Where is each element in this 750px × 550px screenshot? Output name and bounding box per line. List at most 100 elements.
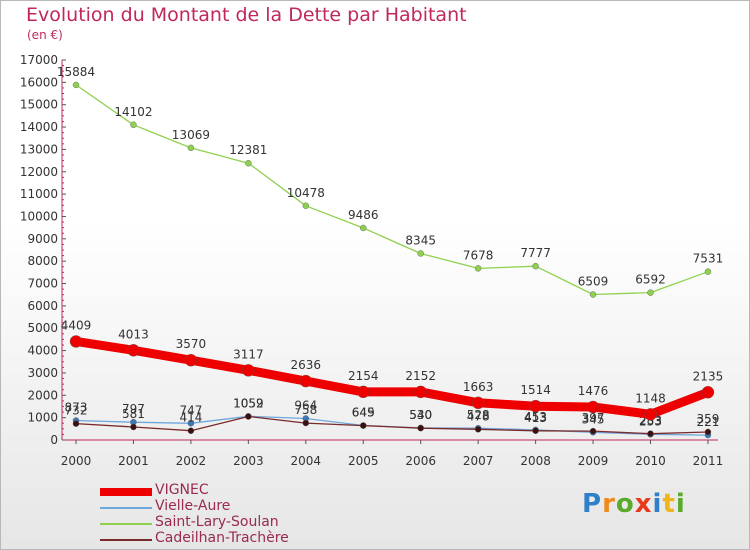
- chart-subtitle: (en €): [27, 28, 63, 42]
- data-point-cadeilhan-trach-re: [72, 420, 80, 427]
- data-point-saint-lary-soulan: [72, 81, 80, 89]
- y-tick-label: 3000: [27, 366, 58, 380]
- data-label-vielle-aure: 528: [467, 408, 490, 422]
- data-point-cadeilhan-trach-re: [704, 428, 712, 436]
- data-point-saint-lary-soulan: [417, 250, 424, 257]
- y-tick-label: 8000: [27, 254, 58, 268]
- x-tick-label: 2009: [578, 454, 609, 468]
- x-tick-label: 2005: [348, 454, 379, 468]
- data-point-saint-lary-soulan: [130, 121, 137, 128]
- x-tick-label: 2001: [118, 454, 149, 468]
- data-label-cadeilhan-trach-re: 397: [582, 411, 605, 425]
- series-line-cadeilhan-trach-re: [75, 415, 709, 435]
- data-point-cadeilhan-trach-re: [302, 419, 309, 427]
- data-label-vielle-aure: 345: [582, 412, 605, 426]
- data-point-vignec: [586, 400, 600, 414]
- legend-label: VIGNEC: [155, 482, 209, 498]
- x-tick-label: 2000: [61, 454, 92, 468]
- data-point-saint-lary-soulan: [187, 144, 195, 152]
- logo-letter: t: [662, 489, 676, 519]
- data-point-vignec: [529, 399, 542, 413]
- data-label-saint-lary-soulan: 12381: [229, 143, 267, 157]
- data-label-vignec: 2154: [348, 369, 379, 383]
- data-point-cadeilhan-trach-re: [474, 426, 482, 433]
- y-tick-label: 14000: [20, 120, 58, 134]
- logo-letter: P: [582, 489, 603, 519]
- legend-label: Cadeilhan-Trachère: [155, 530, 289, 546]
- data-label-vielle-aure: 1059: [233, 396, 264, 410]
- x-tick-label: 2003: [233, 454, 264, 468]
- data-point-vignec: [242, 364, 255, 377]
- data-point-vignec: [184, 354, 198, 367]
- data-label-vignec: 3117: [233, 347, 264, 361]
- data-label-vignec: 1514: [520, 383, 551, 397]
- y-tick-label: 9000: [27, 232, 58, 246]
- y-tick-label: 13000: [20, 142, 58, 156]
- x-tick-label: 2010: [635, 454, 666, 468]
- y-tick-label: 4000: [27, 344, 58, 358]
- y-tick-label: 7000: [27, 277, 58, 291]
- data-label-vielle-aure: 221: [696, 415, 719, 429]
- data-point-vignec: [644, 408, 657, 421]
- data-point-cadeilhan-trach-re: [532, 427, 539, 434]
- x-tick-label: 2011: [693, 454, 724, 468]
- data-point-cadeilhan-trach-re: [647, 430, 654, 437]
- legend-swatch: [100, 507, 152, 509]
- data-point-saint-lary-soulan: [532, 262, 539, 270]
- data-point-saint-lary-soulan: [647, 289, 654, 296]
- y-tick-label: 0: [50, 433, 58, 447]
- data-label-vignec: 2152: [405, 369, 436, 383]
- data-point-vignec: [414, 385, 427, 399]
- data-label-saint-lary-soulan: 6592: [635, 273, 666, 287]
- data-point-saint-lary-soulan: [474, 265, 482, 272]
- y-tick-label: 15000: [20, 98, 58, 112]
- data-point-saint-lary-soulan: [302, 202, 309, 209]
- data-label-vignec: 4013: [118, 327, 149, 341]
- legend-item: VIGNEC: [100, 482, 360, 500]
- x-tick-label: 2002: [176, 454, 207, 468]
- data-label-cadeilhan-trach-re: 478: [467, 409, 490, 423]
- data-label-saint-lary-soulan: 7678: [463, 248, 494, 262]
- data-point-cadeilhan-trach-re: [130, 423, 137, 431]
- data-label-saint-lary-soulan: 6509: [578, 275, 609, 289]
- data-label-vignec: 2636: [291, 358, 322, 372]
- data-label-cadeilhan-trach-re: 413: [524, 411, 547, 425]
- data-label-saint-lary-soulan: 9486: [348, 208, 379, 222]
- data-label-saint-lary-soulan: 8345: [405, 233, 436, 247]
- data-label-vielle-aure: 540: [409, 408, 432, 422]
- legend-swatch: [100, 488, 152, 496]
- data-point-vielle-aure: [187, 420, 195, 427]
- data-label-vignec: 2135: [693, 369, 724, 383]
- data-point-vignec: [357, 385, 370, 399]
- data-label-cadeilhan-trach-re: 530: [409, 408, 432, 422]
- data-label-saint-lary-soulan: 13069: [172, 128, 210, 142]
- data-label-saint-lary-soulan: 7777: [520, 246, 551, 260]
- data-point-saint-lary-soulan: [245, 160, 252, 167]
- series-line-vignec: [75, 336, 710, 419]
- y-tick-label: 17000: [20, 53, 58, 67]
- data-label-vielle-aure: 964: [294, 398, 317, 412]
- data-label-vignec: 1148: [635, 391, 666, 405]
- logo-letter: i: [675, 489, 686, 519]
- data-label-vielle-aure: 873: [65, 400, 88, 414]
- logo-letter: o: [615, 489, 635, 519]
- data-point-saint-lary-soulan: [589, 291, 597, 298]
- data-label-cadeilhan-trach-re: 581: [122, 407, 145, 421]
- data-label-cadeilhan-trach-re: 758: [294, 403, 317, 417]
- legend-item: Cadeilhan-Trachère: [100, 530, 360, 548]
- y-tick-label: 2000: [27, 388, 58, 402]
- data-label-vielle-aure: 797: [122, 402, 145, 416]
- legend-label: Saint-Lary-Soulan: [155, 514, 279, 530]
- data-label-cadeilhan-trach-re: 414: [179, 411, 202, 425]
- data-point-vignec: [299, 374, 312, 388]
- y-tick-label: 10000: [20, 209, 58, 223]
- y-tick-label: 1000: [27, 411, 58, 425]
- proxiti-logo: Proxiti: [582, 489, 686, 519]
- data-label-cadeilhan-trach-re: 1052: [233, 396, 264, 410]
- y-tick-label: 5000: [27, 321, 58, 335]
- logo-letter: x: [634, 489, 653, 519]
- legend-item: Vielle-Aure: [100, 498, 360, 516]
- series-line-saint-lary-soulan: [75, 84, 709, 296]
- data-label-saint-lary-soulan: 14102: [114, 105, 152, 119]
